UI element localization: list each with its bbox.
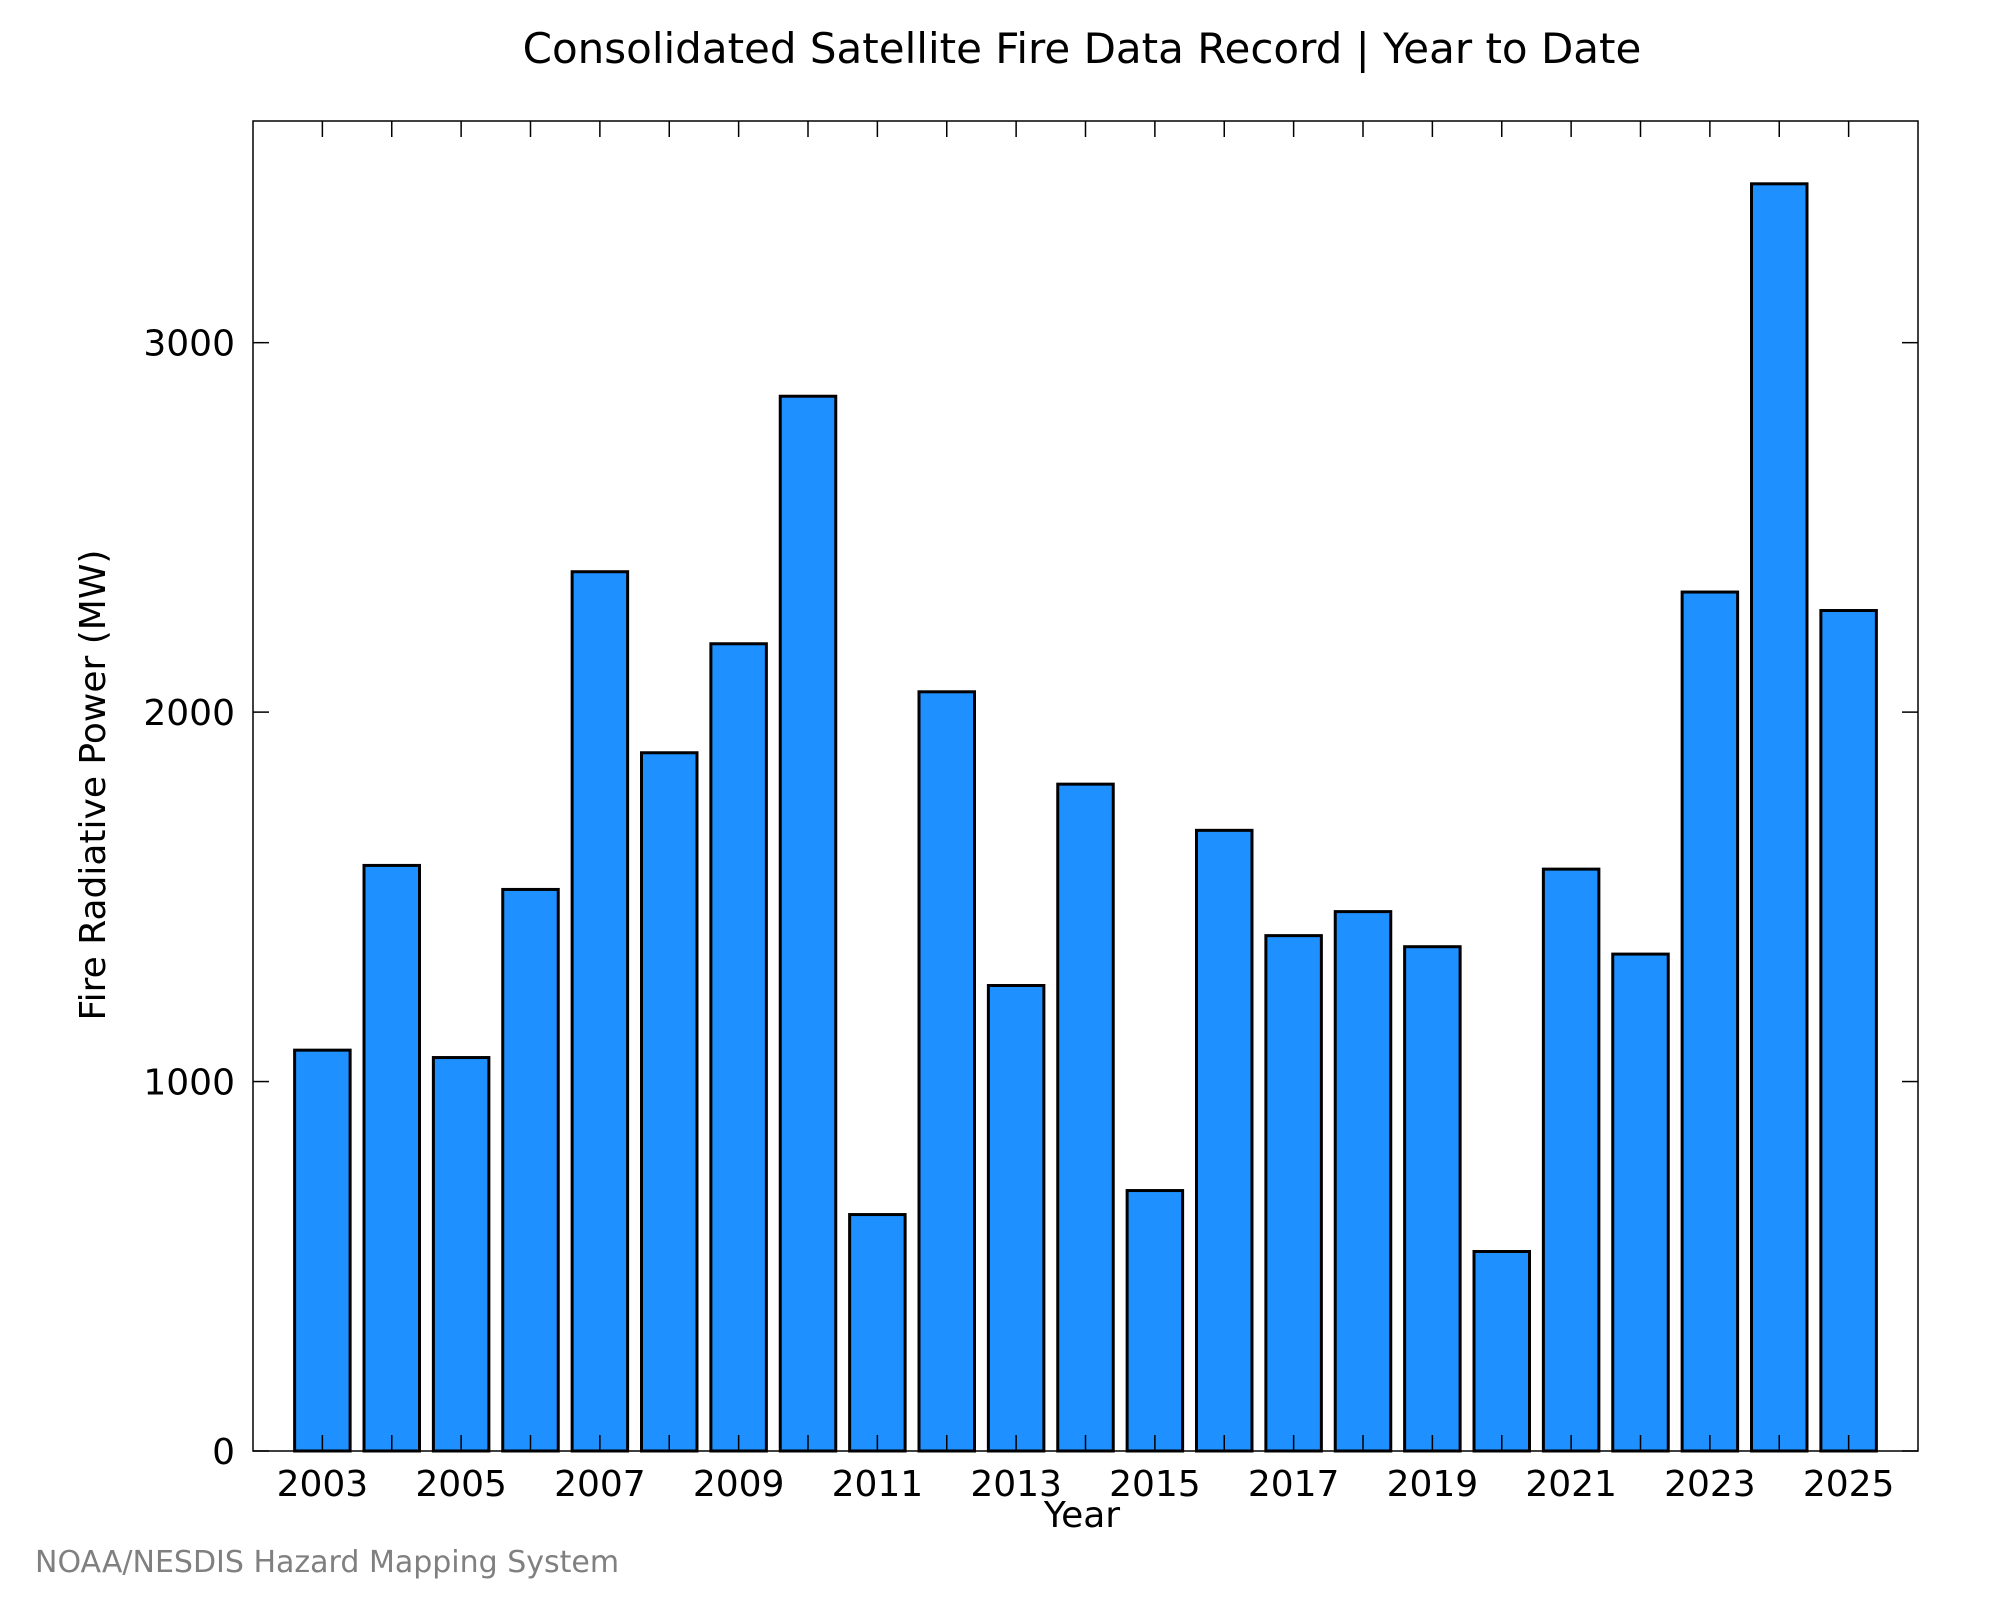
bar-2018 bbox=[1333, 910, 1393, 1453]
bar-2011 bbox=[848, 1213, 907, 1453]
bar-2025 bbox=[1819, 609, 1878, 1453]
x-tick-label: 2009 bbox=[693, 1464, 785, 1505]
y-axis-label: Fire Radiative Power (MW) bbox=[73, 550, 114, 1021]
bar-2009 bbox=[709, 642, 768, 1453]
bar-2007 bbox=[570, 570, 630, 1453]
x-tick-label: 2019 bbox=[1387, 1464, 1479, 1505]
y-tick-label: 0 bbox=[212, 1432, 235, 1473]
x-tick-label: 2003 bbox=[277, 1464, 369, 1505]
bar-2004 bbox=[362, 863, 421, 1453]
y-tick-label: 2000 bbox=[143, 693, 235, 734]
bar-2017 bbox=[1264, 934, 1323, 1453]
chart-title: Consolidated Satellite Fire Data Record … bbox=[523, 24, 1642, 73]
bar-2023 bbox=[1680, 590, 1740, 1453]
y-tick-label: 1000 bbox=[143, 1063, 235, 1104]
bar-2019 bbox=[1403, 945, 1462, 1453]
tick-labels-group: 2003 2005 2007 2009 2011 2013 2015 2017 2019 2021… bbox=[143, 324, 1894, 1505]
x-tick-label: 2017 bbox=[1248, 1464, 1340, 1505]
bar-2021 bbox=[1541, 867, 1601, 1453]
bars-group bbox=[293, 182, 1878, 1453]
bar-2022 bbox=[1611, 952, 1670, 1453]
bar-2005 bbox=[431, 1056, 491, 1453]
x-tick-label: 2025 bbox=[1803, 1464, 1895, 1505]
bar-2010 bbox=[778, 394, 838, 1453]
y-tick-label: 3000 bbox=[143, 324, 235, 365]
bar-2024 bbox=[1750, 182, 1809, 1453]
x-tick-label: 2007 bbox=[554, 1464, 646, 1505]
bar-2012 bbox=[917, 690, 976, 1453]
bar-2008 bbox=[640, 751, 699, 1453]
bar-2016 bbox=[1195, 828, 1254, 1453]
bar-2014 bbox=[1056, 782, 1115, 1453]
bar-2020 bbox=[1472, 1250, 1531, 1453]
x-axis-label: Year bbox=[1043, 1495, 1120, 1536]
x-tick-label: 2021 bbox=[1525, 1464, 1617, 1505]
bar-2015 bbox=[1125, 1189, 1185, 1453]
bar-2013 bbox=[986, 984, 1046, 1453]
x-tick-label: 2013 bbox=[970, 1464, 1062, 1505]
bar-2006 bbox=[501, 887, 560, 1453]
x-tick-label: 2023 bbox=[1664, 1464, 1756, 1505]
ticks-group bbox=[253, 121, 1918, 1452]
bar-2003 bbox=[293, 1048, 352, 1453]
x-tick-label: 2011 bbox=[832, 1464, 924, 1505]
x-tick-label: 2005 bbox=[415, 1464, 507, 1505]
x-tick-label: 2015 bbox=[1109, 1464, 1201, 1505]
credit-text: NOAA/NESDIS Hazard Mapping System bbox=[35, 1545, 619, 1580]
